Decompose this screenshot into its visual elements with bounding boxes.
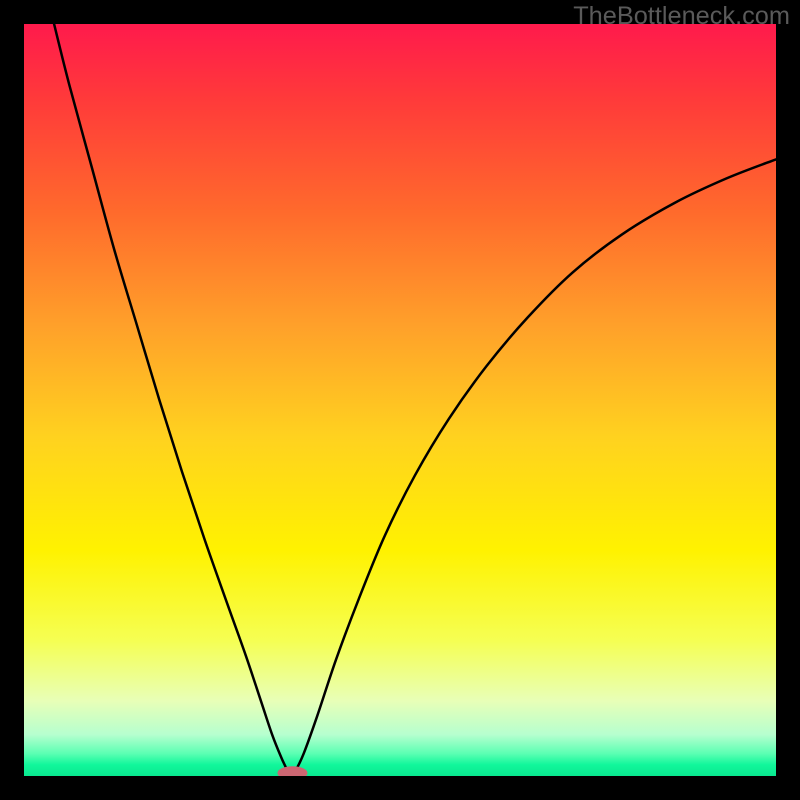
watermark-text: TheBottleneck.com [573,2,790,31]
bottleneck-curve [24,24,776,776]
curve-path [54,24,776,776]
minimum-marker [277,766,307,776]
plot-area [24,24,776,776]
chart-frame: TheBottleneck.com [0,0,800,800]
